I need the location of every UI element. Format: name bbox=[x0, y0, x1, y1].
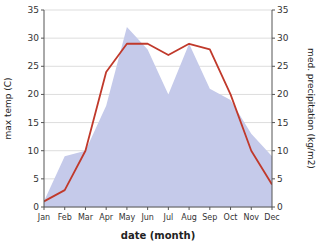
grid bbox=[44, 10, 272, 207]
axes: 0 5 10 15 20 25 30 35 0 5 10 15 20 25 30 35 Jan Feb Mar Apr… bbox=[28, 5, 289, 222]
x-tick-label: Nov bbox=[243, 213, 259, 222]
x-tick bbox=[168, 207, 169, 210]
x-tick-label: Oct bbox=[224, 213, 238, 222]
y-tick-label: 15 bbox=[28, 118, 39, 128]
y-tick-label: 10 bbox=[28, 146, 40, 156]
y-tick bbox=[41, 66, 44, 67]
y2-tick-label: 30 bbox=[277, 33, 289, 43]
x-tick bbox=[85, 207, 86, 210]
grid-line bbox=[44, 38, 272, 39]
y2-tick-label: 25 bbox=[277, 61, 288, 71]
x-tick bbox=[230, 207, 231, 210]
x-tick-label: Apr bbox=[99, 213, 114, 222]
x-tick-label: Feb bbox=[58, 213, 72, 222]
x-tick-label: Aug bbox=[181, 213, 197, 222]
grid-line bbox=[44, 10, 272, 11]
x-tick-label: Mar bbox=[78, 213, 94, 222]
y-tick bbox=[41, 38, 44, 39]
y2-axis-line bbox=[272, 10, 273, 207]
y-tick bbox=[41, 10, 44, 11]
plot-data bbox=[44, 27, 272, 207]
y2-tick-label: 35 bbox=[277, 5, 288, 15]
y2-tick bbox=[272, 122, 275, 123]
x-tick-label: Jun bbox=[140, 213, 154, 222]
x-tick bbox=[147, 207, 148, 210]
y-tick bbox=[41, 122, 44, 123]
y2-tick bbox=[272, 178, 275, 179]
y2-tick-label: 5 bbox=[277, 174, 283, 184]
x-tick-label: Dec bbox=[264, 213, 279, 222]
x-tick bbox=[209, 207, 210, 210]
x-axis-title: date (month) bbox=[121, 230, 195, 241]
x-tick-label: Sep bbox=[202, 213, 217, 222]
x-tick-label: Jul bbox=[163, 213, 174, 222]
x-tick bbox=[126, 207, 127, 210]
y-axis-title: max temp (C) bbox=[3, 77, 13, 139]
x-tick-label: Jan bbox=[37, 213, 50, 222]
x-tick bbox=[106, 207, 107, 210]
y-tick-label: 5 bbox=[33, 174, 39, 184]
x-tick bbox=[44, 207, 45, 210]
y2-tick-label: 20 bbox=[277, 89, 289, 99]
x-axis-line bbox=[44, 207, 272, 208]
x-tick bbox=[251, 207, 252, 210]
y-tick-label: 0 bbox=[33, 202, 39, 212]
grid-line bbox=[44, 66, 272, 67]
x-tick bbox=[64, 207, 65, 210]
y-tick bbox=[41, 178, 44, 179]
x-tick bbox=[272, 207, 273, 210]
y2-tick-label: 10 bbox=[277, 146, 289, 156]
chart: 0 5 10 15 20 25 30 35 0 5 10 15 20 25 30 35 Jan Feb Mar Apr… bbox=[0, 0, 318, 247]
y2-tick-label: 0 bbox=[277, 202, 283, 212]
y-tick-label: 35 bbox=[28, 5, 39, 15]
y-axis-line bbox=[44, 10, 45, 207]
y-tick-label: 20 bbox=[28, 89, 40, 99]
background bbox=[0, 0, 318, 247]
y2-tick bbox=[272, 10, 275, 11]
y-tick-label: 30 bbox=[28, 33, 40, 43]
y2-tick bbox=[272, 150, 275, 151]
y2-axis-title: med. precipitation (kg/m2) bbox=[306, 48, 316, 169]
y-tick bbox=[41, 150, 44, 151]
y2-tick bbox=[272, 38, 275, 39]
y-tick bbox=[41, 94, 44, 95]
grid-line bbox=[44, 207, 272, 208]
y2-tick bbox=[272, 66, 275, 67]
x-tick-label: May bbox=[119, 213, 136, 222]
area bbox=[44, 27, 272, 207]
line bbox=[44, 44, 272, 202]
y2-tick-label: 15 bbox=[277, 118, 288, 128]
y-tick-label: 25 bbox=[28, 61, 39, 71]
y2-tick bbox=[272, 94, 275, 95]
x-tick bbox=[189, 207, 190, 210]
